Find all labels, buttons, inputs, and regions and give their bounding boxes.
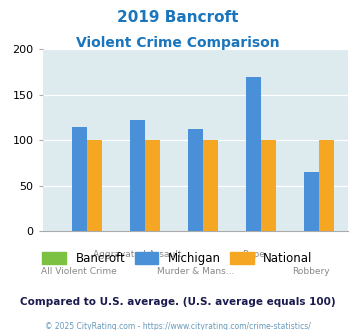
Text: 2019 Bancroft: 2019 Bancroft — [117, 10, 238, 25]
Bar — [246, 77, 261, 231]
Bar — [319, 140, 334, 231]
Text: Murder & Mans...: Murder & Mans... — [157, 267, 234, 276]
Bar — [87, 140, 102, 231]
Bar — [188, 129, 203, 231]
Text: Rape: Rape — [242, 250, 265, 259]
Text: © 2025 CityRating.com - https://www.cityrating.com/crime-statistics/: © 2025 CityRating.com - https://www.city… — [45, 322, 310, 330]
Bar — [304, 172, 319, 231]
Bar — [145, 140, 160, 231]
Legend: Bancroft, Michigan, National: Bancroft, Michigan, National — [38, 247, 317, 270]
Text: Violent Crime Comparison: Violent Crime Comparison — [76, 36, 279, 50]
Text: Compared to U.S. average. (U.S. average equals 100): Compared to U.S. average. (U.S. average … — [20, 297, 335, 307]
Bar — [72, 127, 87, 231]
Bar — [261, 140, 276, 231]
Text: Robbery: Robbery — [293, 267, 330, 276]
Bar — [203, 140, 218, 231]
Bar — [130, 120, 145, 231]
Text: Aggravated Assault: Aggravated Assault — [93, 250, 181, 259]
Text: All Violent Crime: All Violent Crime — [41, 267, 117, 276]
